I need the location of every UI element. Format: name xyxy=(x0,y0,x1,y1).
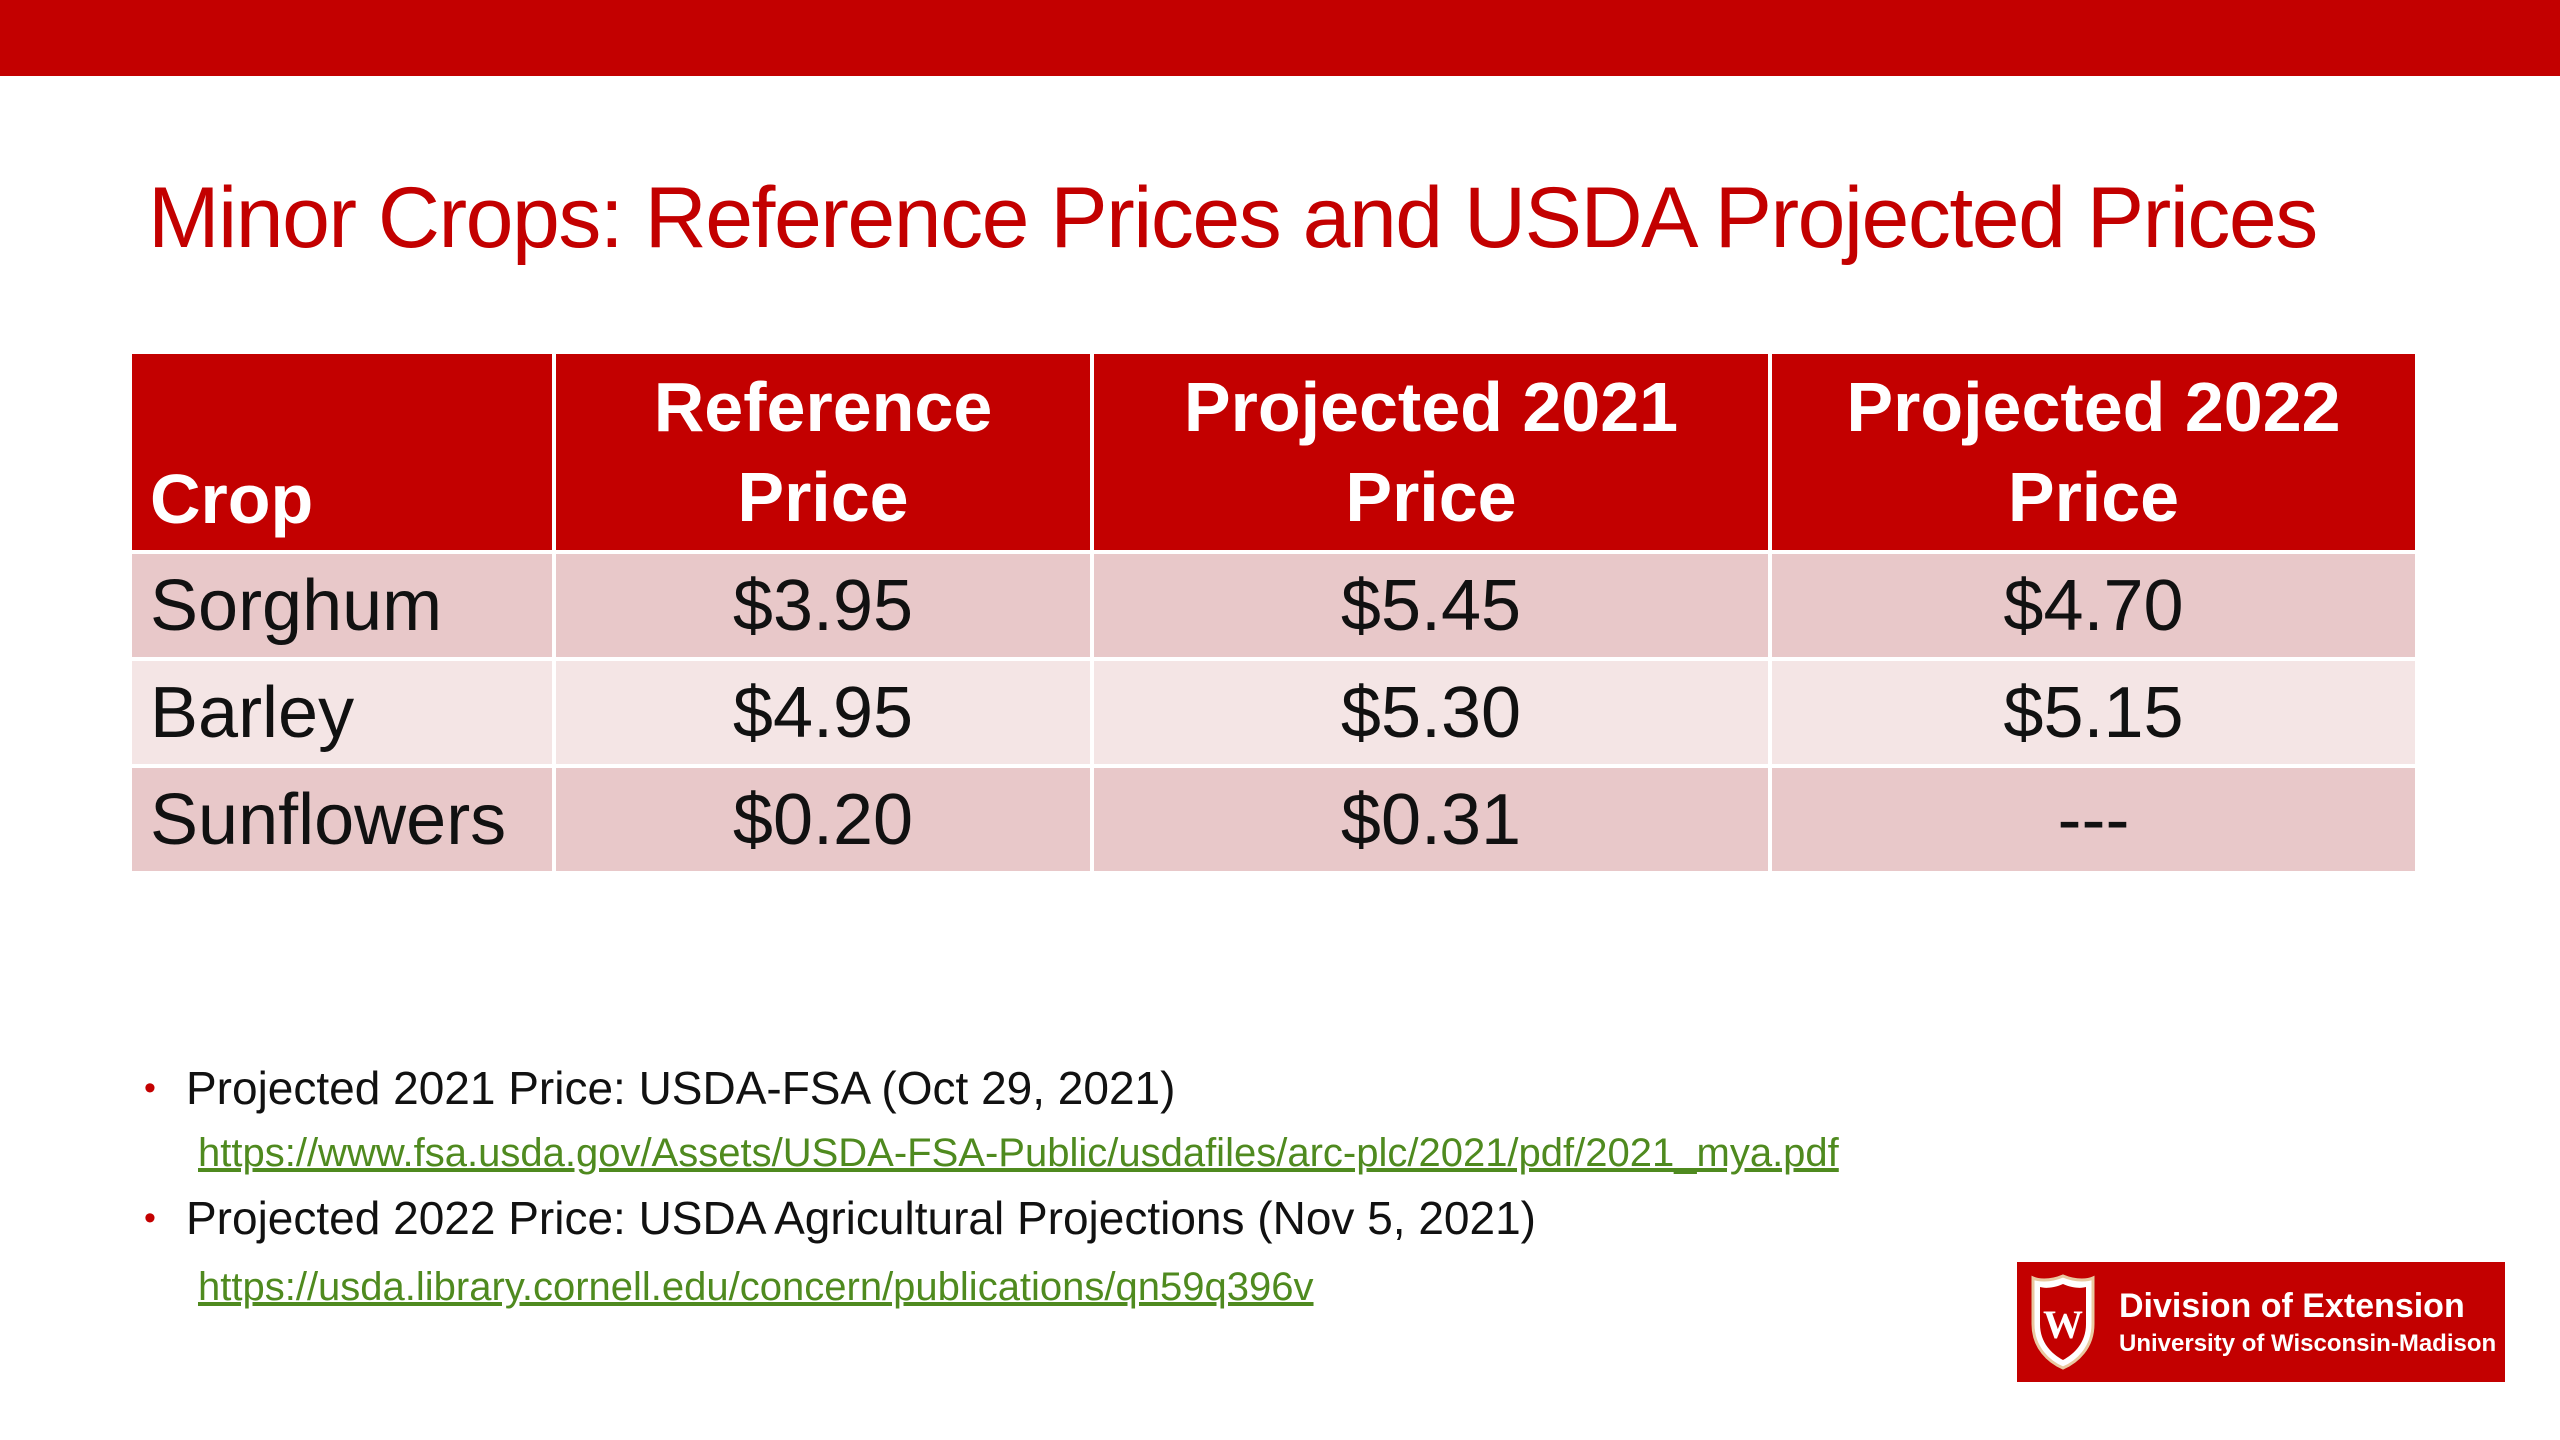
bullet-icon: • xyxy=(144,1069,156,1107)
cell-reference-price: $3.95 xyxy=(556,554,1090,657)
fsa-source-link[interactable]: https://www.fsa.usda.gov/Assets/USDA-FSA… xyxy=(198,1131,1839,1175)
note-item: • Projected 2021 Price: USDA-FSA (Oct 29… xyxy=(142,1058,2042,1118)
note-item: • Projected 2022 Price: USDA Agricultura… xyxy=(142,1188,2042,1248)
bullet-icon: • xyxy=(144,1199,156,1237)
note-text: Projected 2022 Price: USDA Agricultural … xyxy=(186,1192,1536,1244)
cell-projected-2022-price: $4.70 xyxy=(1772,554,2415,657)
source-notes: • Projected 2021 Price: USDA-FSA (Oct 29… xyxy=(142,1058,2042,1316)
cell-crop: Sorghum xyxy=(132,554,552,657)
cell-projected-2021-price: $5.45 xyxy=(1094,554,1768,657)
cell-projected-2021-price: $5.30 xyxy=(1094,661,1768,764)
slide-title: Minor Crops: Reference Prices and USDA P… xyxy=(148,170,2318,266)
cell-projected-2021-price: $0.31 xyxy=(1094,768,1768,871)
cell-projected-2022-price: $5.15 xyxy=(1772,661,2415,764)
table-row: Barley $4.95 $5.30 $5.15 xyxy=(132,661,2415,764)
cell-crop: Barley xyxy=(132,661,552,764)
header-crop: Crop xyxy=(132,354,552,550)
cell-reference-price: $0.20 xyxy=(556,768,1090,871)
cell-projected-2022-price: --- xyxy=(1772,768,2415,871)
extension-logo: W Division of Extension University of Wi… xyxy=(2017,1262,2505,1382)
table-row: Sunflowers $0.20 $0.31 --- xyxy=(132,768,2415,871)
price-table: Crop Reference Price Projected 2021 Pric… xyxy=(128,350,2419,875)
svg-text:W: W xyxy=(2043,1302,2083,1347)
logo-title: Division of Extension xyxy=(2119,1286,2465,1325)
cell-reference-price: $4.95 xyxy=(556,661,1090,764)
uw-crest-icon: W xyxy=(2031,1274,2095,1370)
note-text: Projected 2021 Price: USDA-FSA (Oct 29, … xyxy=(186,1062,1176,1114)
table-header-row: Crop Reference Price Projected 2021 Pric… xyxy=(132,354,2415,550)
header-reference-price: Reference Price xyxy=(556,354,1090,550)
top-accent-bar xyxy=(0,0,2560,76)
logo-subtitle: University of Wisconsin-Madison xyxy=(2119,1329,2497,1357)
table-row: Sorghum $3.95 $5.45 $4.70 xyxy=(132,554,2415,657)
cornell-source-link[interactable]: https://usda.library.cornell.edu/concern… xyxy=(198,1265,1314,1309)
header-projected-2021-price: Projected 2021 Price xyxy=(1094,354,1768,550)
header-projected-2022-price: Projected 2022 Price xyxy=(1772,354,2415,550)
cell-crop: Sunflowers xyxy=(132,768,552,871)
